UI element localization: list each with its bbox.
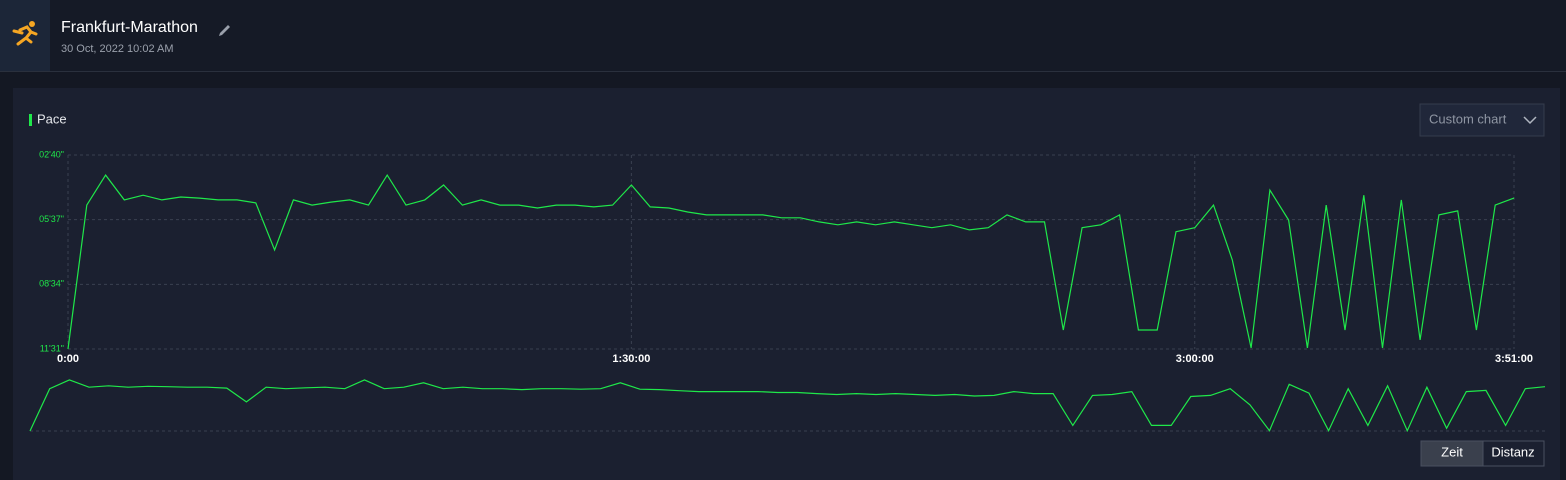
- x-tick-label: 3:51:00: [1495, 353, 1533, 365]
- icon-area: [0, 0, 50, 71]
- legend-label: Pace: [37, 111, 67, 126]
- y-tick-label: 02'40": [39, 149, 64, 159]
- header-bar: [0, 0, 1566, 71]
- dropdown-arrow: [1523, 116, 1537, 125]
- navigator-line: [29, 379, 1546, 433]
- activity-date: 30 Oct, 2022 10:02 AM: [61, 43, 174, 55]
- button-label: Distanz: [1491, 444, 1534, 459]
- y-tick-label: 05'37": [39, 214, 64, 224]
- x-tick-label: 1:30:00: [612, 353, 650, 365]
- legend-swatch: [29, 114, 32, 126]
- activity-title: Frankfurt-Marathon: [61, 19, 198, 36]
- pace-line: [67, 173, 1515, 350]
- x-tick-label: 0:00: [57, 353, 79, 365]
- button-label: Zeit: [1441, 444, 1463, 459]
- runner-icon: [12, 21, 38, 46]
- chart-selector-label: Custom chart: [1429, 111, 1507, 126]
- chart-selector[interactable]: [1419, 103, 1545, 137]
- chart-panel: [13, 88, 1560, 480]
- distanz-button[interactable]: [1482, 440, 1545, 467]
- edit-icon[interactable]: [219, 25, 230, 36]
- y-tick-label: 08'34": [39, 279, 64, 289]
- y-tick-label: 11'31": [40, 343, 64, 353]
- x-tick-label: 3:00:00: [1176, 353, 1214, 365]
